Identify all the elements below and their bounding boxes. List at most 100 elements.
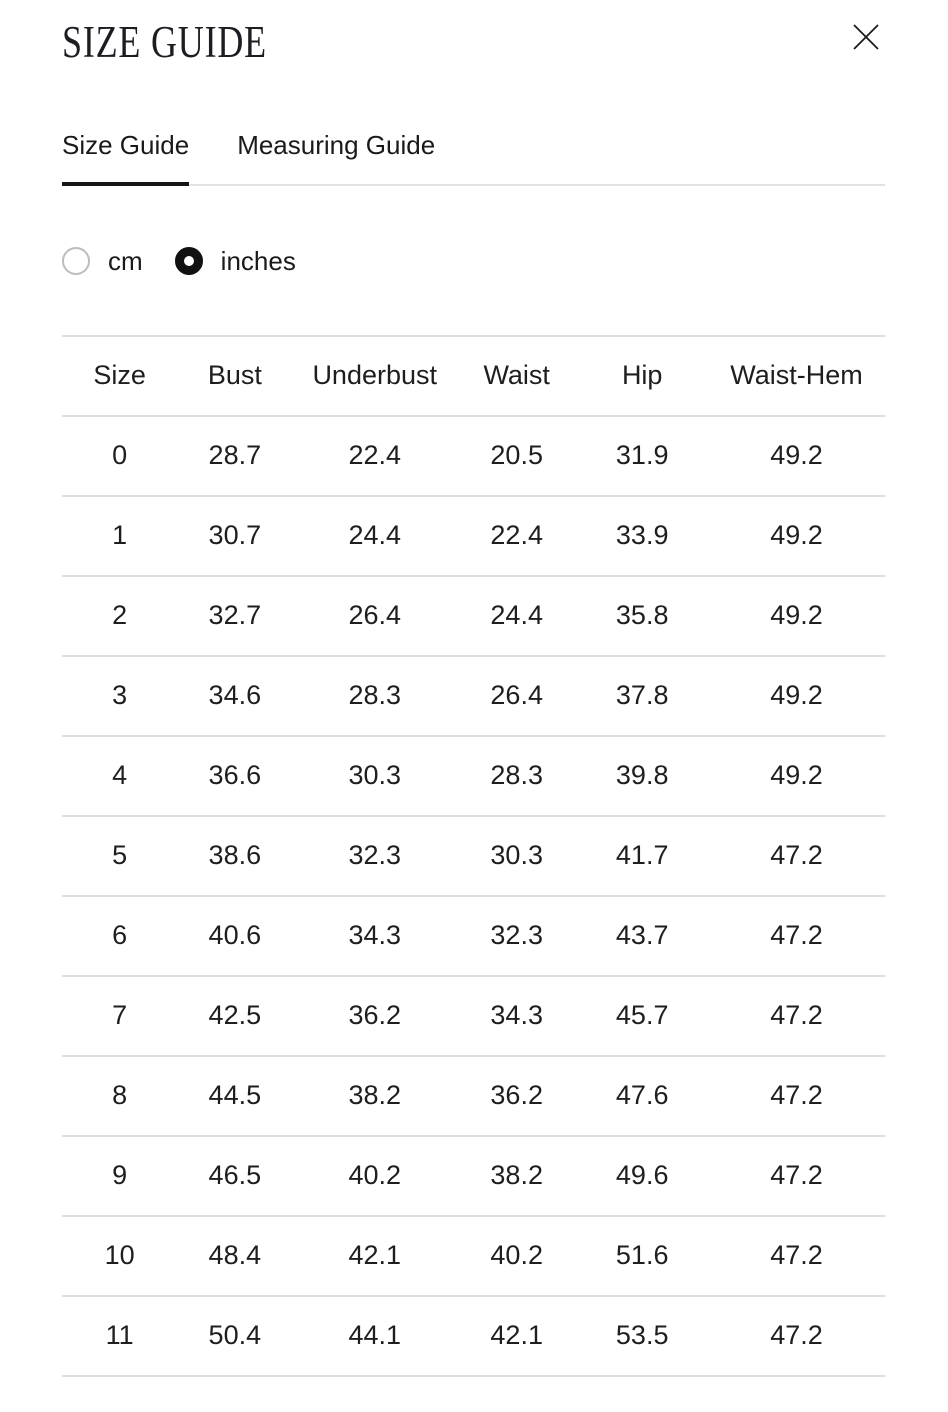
table-cell: 47.6 (615, 1080, 669, 1110)
table-cell: 34.6 (208, 680, 262, 710)
table-row: 3 34.6 28.3 26.4 37.8 49.2 (62, 655, 885, 736)
unit-selector: cm inches (62, 246, 885, 277)
table-cell: 9 (112, 1160, 128, 1190)
table-cell: 26.4 (348, 600, 402, 630)
table-cell: 49.2 (770, 520, 823, 550)
table-cell: 38.2 (490, 1160, 543, 1190)
table-cell: 44.1 (348, 1320, 402, 1350)
table-cell: 47.2 (770, 920, 823, 950)
cm-radio-label: cm (108, 245, 143, 276)
table-row: 4 36.6 30.3 28.3 39.8 49.2 (62, 735, 885, 816)
column-header: Hip (621, 360, 663, 390)
table-row: 7 42.5 36.2 34.3 45.7 47.2 (62, 975, 885, 1056)
table-cell: 32.7 (208, 600, 262, 630)
table-cell: 7 (112, 1000, 128, 1030)
table-cell: 40.6 (208, 920, 262, 950)
table-cell: 48.4 (208, 1240, 262, 1270)
table-cell: 39.8 (615, 760, 669, 790)
column-header: Waist-Hem (730, 360, 863, 390)
column-header: Waist (483, 360, 550, 390)
table-cell: 31.9 (615, 440, 669, 470)
table-cell: 34.3 (490, 1000, 543, 1030)
table-cell: 22.4 (348, 440, 402, 470)
table-cell: 49.2 (770, 760, 823, 790)
close-icon (852, 23, 880, 51)
column-header: Bust (207, 360, 262, 390)
table-cell: 33.9 (615, 520, 669, 550)
table-cell: 32.3 (490, 920, 543, 950)
inches-radio-icon[interactable] (174, 247, 203, 275)
table-cell: 10 (104, 1240, 135, 1270)
close-button[interactable] (849, 20, 883, 54)
table-cell: 24.4 (490, 600, 543, 630)
table-cell: 32.3 (348, 840, 402, 870)
table-cell: 47.2 (770, 1240, 823, 1270)
table-cell: 40.2 (490, 1240, 543, 1270)
table-cell: 0 (112, 440, 128, 470)
table-cell: 28.3 (348, 680, 402, 710)
table-cell: 49.6 (615, 1160, 669, 1190)
cm-radio-icon[interactable] (62, 247, 90, 275)
table-cell: 30.3 (348, 760, 402, 790)
table-row: 5 38.6 32.3 30.3 41.7 47.2 (62, 815, 885, 896)
table-row: 1 30.7 24.4 22.4 33.9 49.2 (62, 495, 885, 576)
table-cell: 47.2 (770, 1320, 823, 1350)
column-header: Size (93, 360, 146, 390)
table-cell: 40.2 (348, 1160, 402, 1190)
table-row: 11 50.4 44.1 42.1 53.5 47.2 (62, 1295, 885, 1376)
table-cell: 42.1 (348, 1240, 402, 1270)
table-cell: 26.4 (490, 680, 543, 710)
table-cell: 46.5 (208, 1160, 262, 1190)
table-cell: 47.2 (770, 840, 823, 870)
table-row: 8 44.5 38.2 36.2 47.6 47.2 (62, 1055, 885, 1136)
modal-header: SIZE GUIDE (62, 0, 885, 68)
table-cell: 49.2 (770, 680, 823, 710)
tab-measuring-guide[interactable]: Measuring Guide (237, 129, 436, 160)
table-cell: 6 (112, 920, 128, 950)
table-cell: 35.8 (615, 600, 669, 630)
size-table-header-row: Size Bust Underbust Waist Hip Waist-Hem (62, 335, 885, 416)
size-chart-table: Size Bust Underbust Waist Hip Waist-Hem 0 28.7… (62, 335, 885, 1377)
table-cell: 51.6 (615, 1240, 669, 1270)
unit-option-inches[interactable]: inches (174, 245, 296, 277)
table-cell: 47.2 (770, 1160, 823, 1190)
table-cell: 42.5 (208, 1000, 262, 1030)
table-cell: 49.2 (770, 440, 823, 470)
table-cell: 37.8 (615, 680, 669, 710)
table-cell: 22.4 (490, 520, 543, 550)
table-cell: 2 (112, 600, 128, 630)
table-cell: 42.1 (490, 1320, 543, 1350)
table-cell: 38.2 (348, 1080, 402, 1110)
table-cell: 34.3 (348, 920, 402, 950)
unit-option-cm[interactable]: cm (62, 246, 143, 277)
table-cell: 53.5 (615, 1320, 669, 1350)
table-cell: 41.7 (615, 840, 669, 870)
table-cell: 36.2 (490, 1080, 543, 1110)
table-cell: 38.6 (208, 840, 262, 870)
table-cell: 30.3 (490, 840, 543, 870)
page-title: SIZE GUIDE (62, 17, 267, 67)
table-cell: 47.2 (770, 1000, 823, 1030)
table-cell: 43.7 (615, 920, 669, 950)
table-cell: 47.2 (770, 1080, 823, 1110)
tab-bar: Size Guide Measuring Guide (62, 132, 885, 186)
table-cell: 44.5 (208, 1080, 262, 1110)
table-row: 2 32.7 26.4 24.4 35.8 49.2 (62, 575, 885, 656)
table-row: 10 48.4 42.1 40.2 51.6 47.2 (62, 1215, 885, 1296)
table-cell: 20.5 (490, 440, 543, 470)
tab-size-guide[interactable]: Size Guide (62, 132, 190, 186)
table-cell: 1 (112, 520, 128, 550)
table-cell: 30.7 (208, 520, 262, 550)
table-cell: 4 (112, 760, 128, 790)
table-cell: 8 (112, 1080, 128, 1110)
table-cell: 3 (112, 680, 128, 710)
inches-radio-label: inches (220, 245, 296, 276)
table-cell: 28.7 (208, 440, 262, 470)
table-cell: 5 (112, 840, 128, 870)
table-row: 9 46.5 40.2 38.2 49.6 47.2 (62, 1135, 885, 1216)
table-cell: 11 (105, 1320, 134, 1350)
table-row: 6 40.6 34.3 32.3 43.7 47.2 (62, 895, 885, 976)
table-cell: 49.2 (770, 600, 823, 630)
table-cell: 36.6 (208, 760, 262, 790)
